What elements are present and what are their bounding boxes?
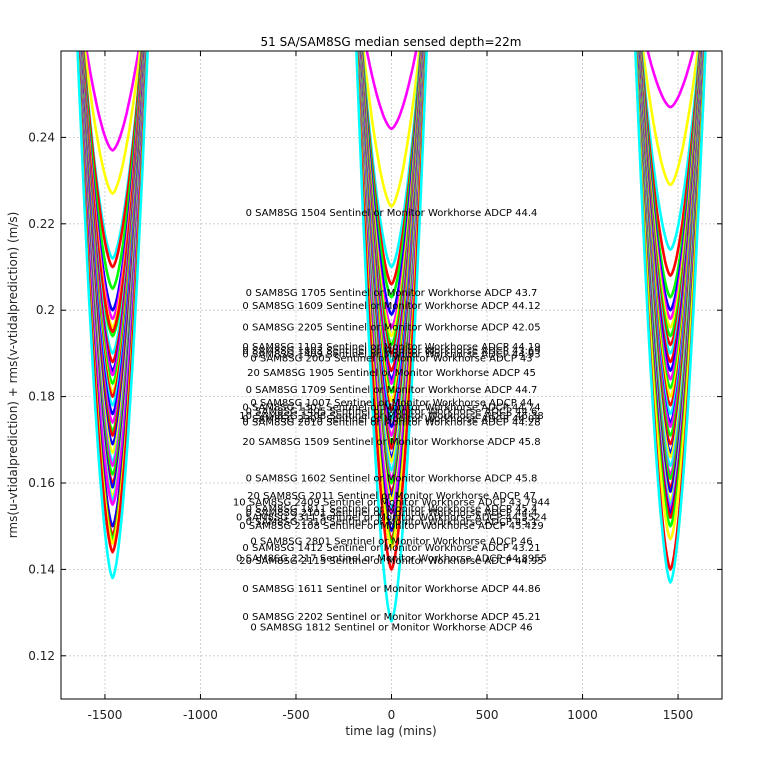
series-line [365, 51, 418, 131]
series-line [634, 51, 707, 584]
annotation-label: 0 SAM8SG 1007 Sentinel or Monitor Workho… [250, 398, 532, 409]
annotation-label: 0 SAM8SG 2311 Sentinel or Monitor Workho… [236, 513, 547, 524]
annotation-label: 0 SAM8SG 2202 Sentinel or Monitor Workho… [242, 612, 540, 623]
annotation-label: 0 SAM8SG 2010 Sentinel or Monitor Workho… [242, 418, 540, 429]
y-tick-label: 0.14 [28, 562, 55, 576]
annotation-label: 20 SAM8SG 2011 Sentinel or Monitor Workh… [247, 491, 536, 502]
annotation-label: 0 SAM8SG 2108 Sentinel or Monitor Workho… [239, 521, 544, 532]
y-axis-title: rms(u-vtidalprediction) + rms(v-vtidalpr… [6, 212, 20, 539]
x-tick-label: 1000 [567, 708, 598, 722]
x-tick-label: -1000 [183, 708, 218, 722]
x-tick-label: -1500 [88, 708, 123, 722]
annotation-label: 0 SAM8SG 1412 Sentinel or Monitor Workho… [242, 543, 540, 554]
x-tick-label: 0 [388, 708, 396, 722]
y-tick-label: 0.22 [28, 217, 55, 231]
annotation-label: 0 SAM8SG 1705 Sentinel or Monitor Workho… [246, 288, 538, 299]
annotation-label: 0 SAM8SG 1811 Sentinel or Monitor Workho… [246, 504, 538, 515]
annotation-label: 20 SAM8SG 1905 Sentinel or Monitor Workh… [247, 368, 536, 379]
annotation-label: 0 SAM8SG 1504 Sentinel or Monitor Workho… [246, 208, 538, 219]
series-line [641, 51, 700, 187]
annotation-label: 0 SAM8SG 1812 Sentinel or Monitor Workho… [250, 623, 532, 634]
annotation-label: 0 SAM8SG 1405 Sentinel or Monitor Workho… [246, 407, 538, 418]
annotation-label: 0 SAM8SG 1611 Sentinel or Monitor Workho… [242, 584, 540, 595]
y-tick-label: 0.18 [28, 390, 55, 404]
annotation-label: 10 SAM8SG 1208 Sentinel or Monitor Workh… [239, 411, 544, 422]
y-tick-label: 0.16 [28, 476, 55, 490]
annotation-label: 0 SAM8SG 2217 Sentinel or Monitor Workho… [236, 554, 547, 565]
curve-layer [76, 51, 707, 623]
annotation-label: 0 SAM8SG 1709 Sentinel or Monitor Workho… [246, 385, 538, 396]
annotation-label: 0 SAM8SG 1301 Sentinel or Monitor Workho… [242, 402, 540, 413]
annotation-label: 20 SAM8SG 2115 Sentinel or Monitor Workh… [239, 556, 544, 567]
annotation-label: 0 SAM8SG 2205 Sentinel or Monitor Workho… [242, 322, 540, 333]
annotation-label: 0 SAM8SG 1409 Sentinel or Monitor Workho… [242, 350, 540, 361]
annotation-label: 0 SAM8SG 2005 Sentinel or Monitor Workho… [250, 354, 532, 365]
annotation-label: 0 SAM8SG 1803 Sentinel or Monitor Workho… [242, 346, 540, 357]
annotation-label: 0 SAM8SG 2101 Sentinel or Monitor Workho… [246, 508, 538, 519]
annotation-label: 0 SAM8SG 1103 Sentinel or Monitor Workho… [242, 342, 540, 353]
annotation-label: 0 SAM8SG 2801 Sentinel or Monitor Workho… [250, 536, 532, 547]
y-tick-label: 0.24 [28, 130, 55, 144]
annotation-layer: 0 SAM8SG 1504 Sentinel or Monitor Workho… [233, 208, 550, 634]
x-axis-title: time lag (mins) [345, 724, 436, 738]
series-line [362, 51, 421, 208]
annotation-label: 0 SAM8SG 1310 Sentinel or Monitor Workho… [246, 517, 538, 528]
annotation-label: 0 SAM8SG 1602 Sentinel or Monitor Workho… [246, 474, 538, 485]
series-line [646, 51, 695, 109]
series-line [355, 51, 428, 623]
annotation-label: 10 SAM8SG 2409 Sentinel or Monitor Workh… [233, 497, 550, 508]
series-line [83, 51, 142, 195]
x-tick-label: -500 [282, 708, 309, 722]
annotation-label: 20 SAM8SG 1509 Sentinel or Monitor Workh… [242, 437, 540, 448]
annotation-label: 0 SAM8SG 1609 Sentinel or Monitor Workho… [242, 301, 540, 312]
y-tick-label: 0.2 [36, 303, 55, 317]
grid-layer [61, 51, 722, 699]
annotation-label: 0 SAM8SG 2305 Sentinel or Monitor Workho… [242, 414, 540, 425]
x-tick-label: 500 [476, 708, 499, 722]
series-line [85, 51, 140, 152]
chart-title: 51 SA/SAM8SG median sensed depth=22m [261, 35, 522, 49]
y-tick-label: 0.12 [28, 649, 55, 663]
series-line [76, 51, 149, 580]
tick-layer: -1500 -1000 -500 0 500 1000 1500 0.12 0.14 0.16 0.… [28, 51, 722, 722]
x-tick-label: 1500 [663, 708, 694, 722]
series-group [76, 51, 707, 623]
